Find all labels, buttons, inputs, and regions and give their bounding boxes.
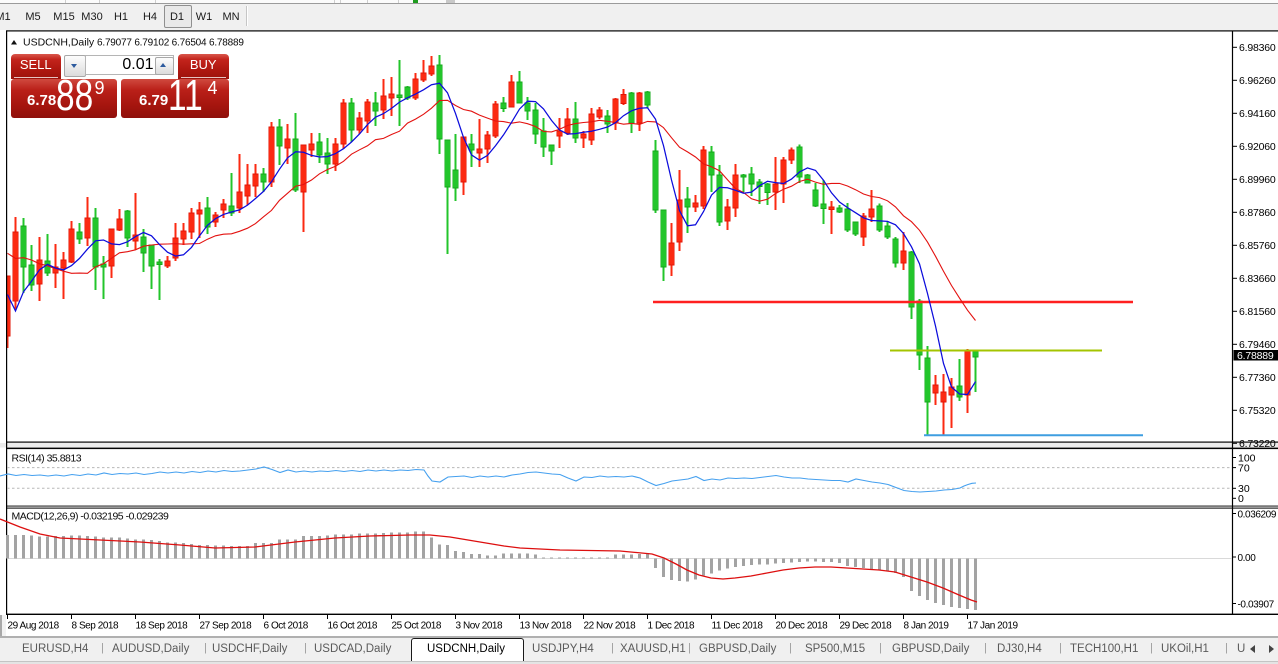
svg-text:25 Oct 2018: 25 Oct 2018 <box>392 621 442 632</box>
svg-text:6.79460: 6.79460 <box>1239 339 1276 351</box>
svg-text:3 Nov 2018: 3 Nov 2018 <box>456 621 504 632</box>
svg-text:6.78889: 6.78889 <box>1237 350 1274 362</box>
svg-text:6.87860: 6.87860 <box>1239 207 1276 219</box>
svg-text:0.00: 0.00 <box>1238 553 1257 564</box>
svg-text:29 Dec 2018: 29 Dec 2018 <box>840 621 893 632</box>
svg-text:18 Sep 2018: 18 Sep 2018 <box>136 621 189 632</box>
svg-text:6.98360: 6.98360 <box>1239 42 1276 54</box>
svg-text:30: 30 <box>1238 483 1250 495</box>
svg-text:27 Sep 2018: 27 Sep 2018 <box>200 621 253 632</box>
svg-text:6.96260: 6.96260 <box>1239 75 1276 87</box>
svg-text:MACD(12,26,9) -0.032195 -0.029: MACD(12,26,9) -0.032195 -0.029239 <box>12 511 170 523</box>
svg-text:6.89960: 6.89960 <box>1239 174 1276 186</box>
svg-text:20 Dec 2018: 20 Dec 2018 <box>776 621 829 632</box>
svg-text:11 Dec 2018: 11 Dec 2018 <box>712 621 764 632</box>
svg-text:6.81560: 6.81560 <box>1239 306 1276 318</box>
svg-text:8 Sep 2018: 8 Sep 2018 <box>72 621 120 632</box>
svg-text:0: 0 <box>1238 493 1244 505</box>
svg-text:6.83660: 6.83660 <box>1239 273 1276 285</box>
svg-text:70: 70 <box>1238 462 1250 474</box>
svg-text:6 Oct 2018: 6 Oct 2018 <box>264 621 309 632</box>
svg-text:-0.03907: -0.03907 <box>1238 599 1275 610</box>
svg-text:13 Nov 2018: 13 Nov 2018 <box>520 621 573 632</box>
svg-text:6.73220: 6.73220 <box>1239 438 1276 450</box>
svg-text:6.79077 6.79102 6.76504 6.7888: 6.79077 6.79102 6.76504 6.78889 <box>97 38 244 49</box>
svg-text:USDCNH,Daily: USDCNH,Daily <box>23 37 95 49</box>
svg-text:6.77360: 6.77360 <box>1239 372 1276 384</box>
svg-text:RSI(14) 35.8813: RSI(14) 35.8813 <box>12 453 82 465</box>
svg-text:16 Oct 2018: 16 Oct 2018 <box>328 621 378 632</box>
svg-text:6.85760: 6.85760 <box>1239 240 1276 252</box>
svg-text:22 Nov 2018: 22 Nov 2018 <box>584 621 637 632</box>
svg-text:1 Dec 2018: 1 Dec 2018 <box>648 621 696 632</box>
svg-text:17 Jan 2019: 17 Jan 2019 <box>968 621 1019 632</box>
svg-text:29 Aug 2018: 29 Aug 2018 <box>8 621 60 632</box>
svg-text:100: 100 <box>1238 452 1256 464</box>
svg-text:6.92060: 6.92060 <box>1239 141 1276 153</box>
svg-text:6.94160: 6.94160 <box>1239 108 1276 120</box>
svg-text:8 Jan 2019: 8 Jan 2019 <box>904 621 950 632</box>
svg-text:0.036209: 0.036209 <box>1238 509 1277 520</box>
svg-text:6.75320: 6.75320 <box>1239 405 1276 417</box>
